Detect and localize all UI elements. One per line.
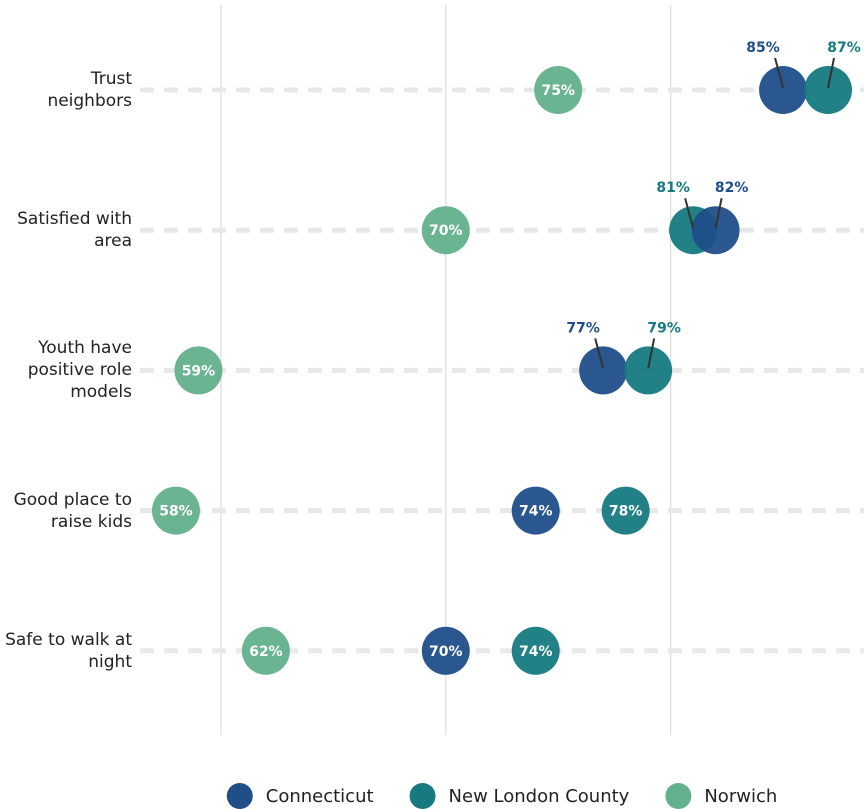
legend-item: New London County [409, 783, 630, 809]
legend-label: Connecticut [266, 786, 374, 807]
value-label: 85% [746, 40, 780, 56]
leader-line [827, 57, 836, 89]
category-label: Safe to walk at night [5, 629, 132, 672]
dot [759, 66, 808, 114]
dot [601, 486, 650, 535]
legend-item: Norwich [665, 783, 777, 809]
legend-swatch [409, 783, 436, 809]
value-label: 74% [519, 644, 553, 660]
category-label: Trust neighbors [47, 69, 132, 111]
value-label: 58% [159, 504, 193, 520]
value-label: 59% [182, 363, 216, 379]
category-label: Satisfied with area [17, 209, 132, 252]
leader-line [774, 57, 785, 89]
dot [691, 206, 740, 255]
dot [151, 486, 200, 535]
value-label: 70% [429, 644, 463, 660]
leader-line [714, 198, 723, 229]
dot [624, 346, 673, 395]
category-label: Youth have positive role models [27, 338, 132, 403]
dot [174, 346, 223, 395]
value-label: 70% [429, 223, 463, 239]
value-label: 75% [541, 83, 575, 99]
value-label: 79% [647, 320, 681, 336]
leader-line [684, 197, 695, 229]
legend-item: Connecticut [226, 783, 374, 809]
legend-label: New London County [449, 786, 630, 807]
value-label: 74% [519, 504, 553, 520]
leader-line [647, 338, 656, 369]
dot [241, 626, 290, 675]
category-label: Good place to raise kids [13, 489, 132, 532]
value-label: 77% [566, 320, 600, 336]
value-label: 62% [249, 644, 283, 660]
legend-swatch [226, 783, 253, 809]
value-label: 78% [609, 504, 643, 520]
dot [579, 346, 628, 395]
dot [534, 66, 583, 114]
value-label: 81% [656, 180, 690, 196]
dot [804, 66, 853, 114]
dot [511, 486, 560, 535]
value-label: 82% [715, 180, 749, 196]
legend-label: Norwich [704, 786, 777, 807]
value-label: 87% [827, 40, 861, 56]
leader-line [594, 338, 605, 369]
dot [421, 626, 470, 675]
dot [421, 206, 470, 255]
legend-swatch [665, 783, 692, 809]
dot [511, 626, 560, 675]
